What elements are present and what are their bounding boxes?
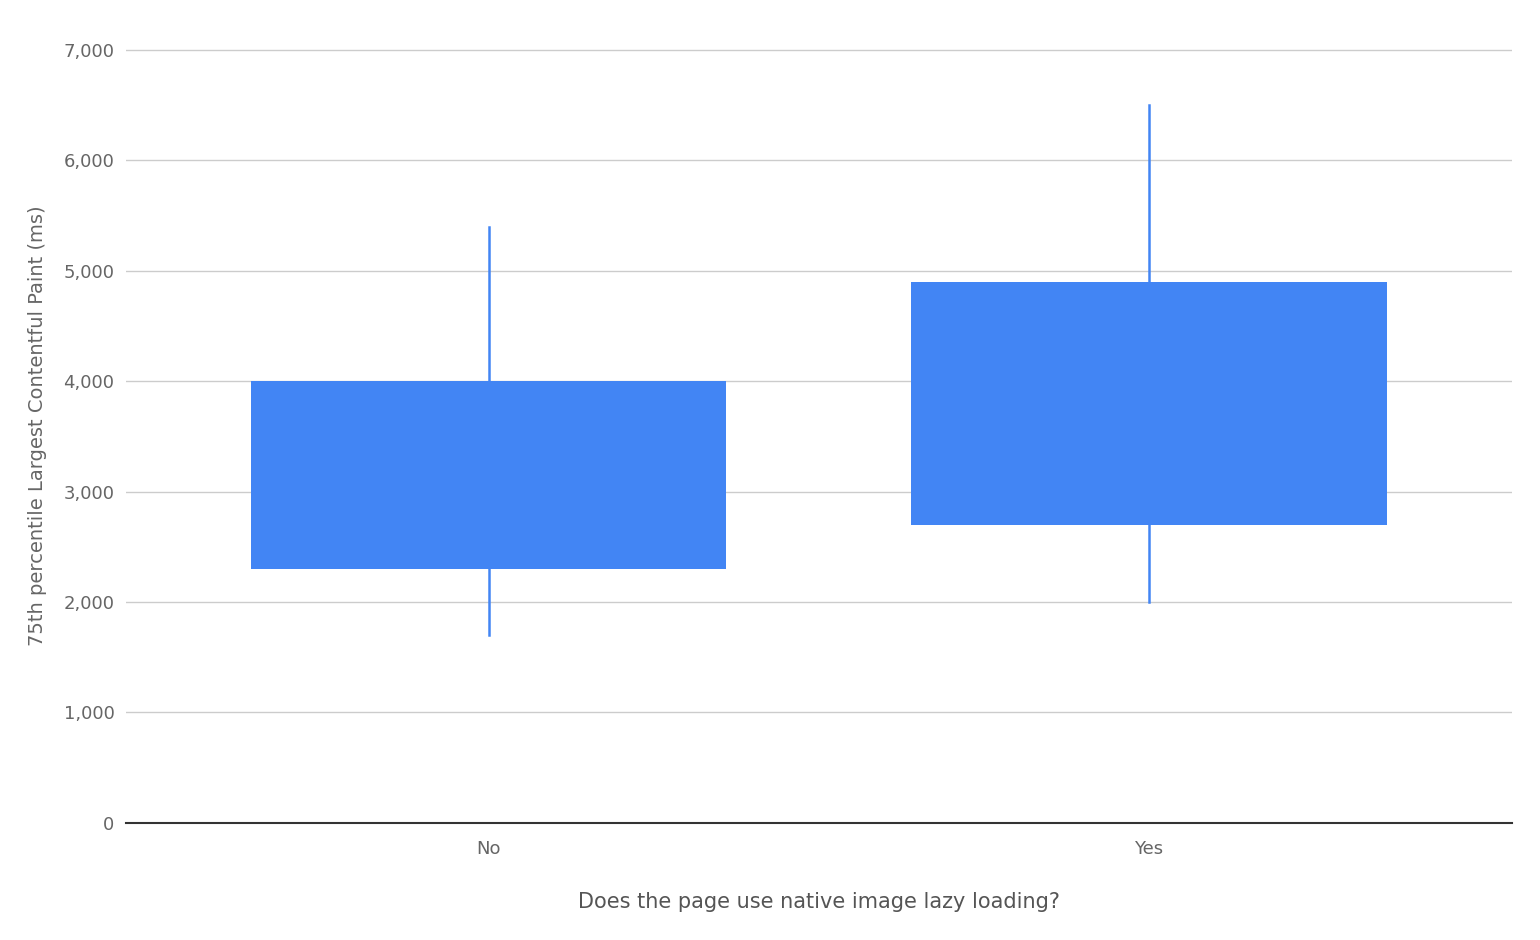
- Bar: [912, 282, 1386, 525]
- Y-axis label: 75th percentile Largest Contentful Paint (ms): 75th percentile Largest Contentful Paint…: [28, 205, 46, 646]
- X-axis label: Does the page use native image lazy loading?: Does the page use native image lazy load…: [578, 892, 1060, 912]
- Bar: [251, 381, 727, 569]
